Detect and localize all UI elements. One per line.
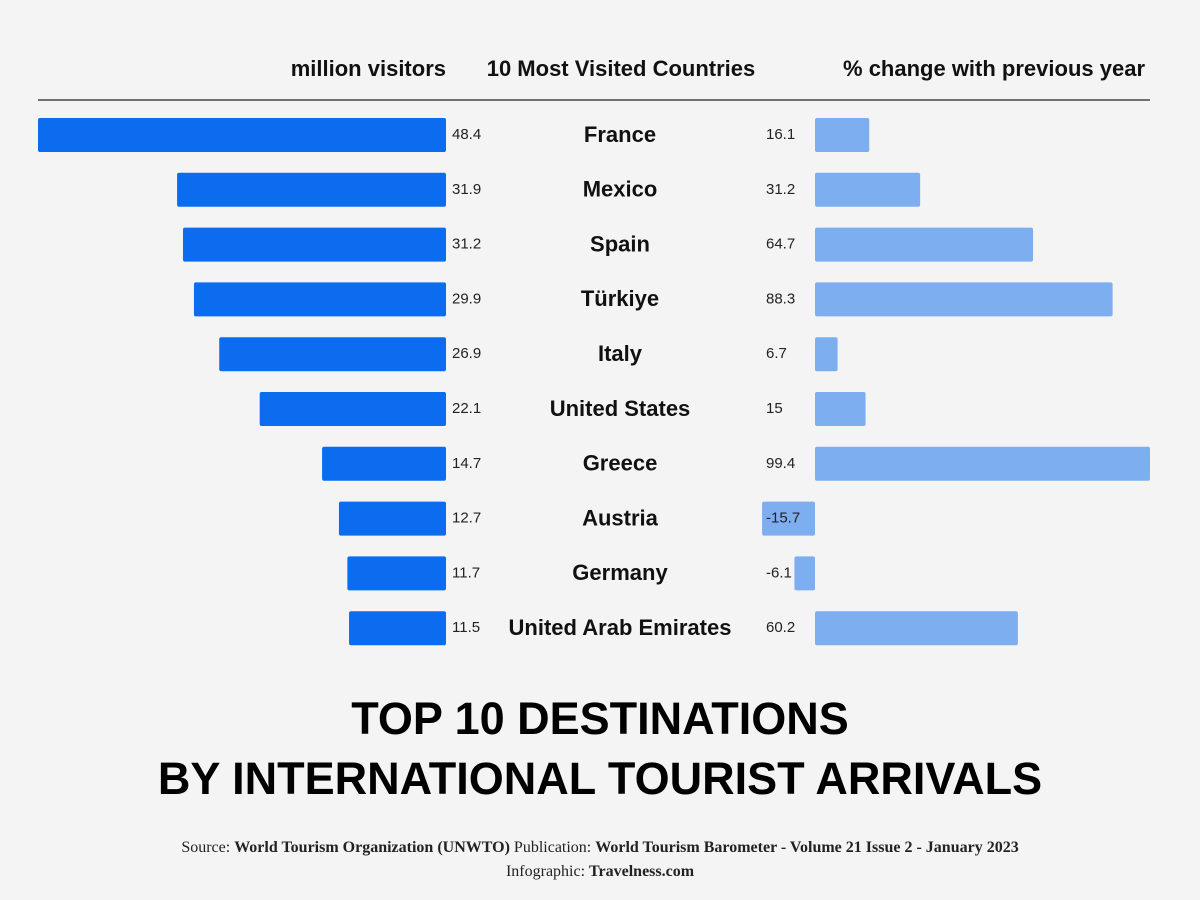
value-label: 16.1	[766, 126, 795, 143]
category-label: Türkiye	[581, 286, 659, 311]
bar	[349, 611, 446, 646]
bar	[815, 282, 1113, 317]
value-label: 31.2	[766, 181, 795, 198]
value-label: 11.7	[452, 564, 480, 581]
category-label: Austria	[582, 505, 659, 530]
publication-label: Publication:	[514, 839, 591, 856]
value-label: 11.5	[452, 619, 480, 636]
value-label: 31.9	[452, 181, 481, 198]
source-line: Source: World Tourism Organization (UNWT…	[181, 839, 1018, 856]
category-label: Mexico	[583, 177, 658, 202]
value-label: 99.4	[766, 455, 795, 472]
credit-line: Infographic: Travelness.com	[506, 863, 695, 880]
value-label: 64.7	[766, 236, 795, 253]
value-label: 31.2	[452, 236, 481, 253]
category-label: France	[584, 122, 656, 147]
bar	[815, 172, 921, 207]
category-label: Italy	[598, 341, 643, 366]
bar	[182, 227, 446, 262]
publication: World Tourism Barometer - Volume 21 Issu…	[595, 839, 1018, 856]
value-label: -15.7	[766, 510, 800, 527]
value-label: 15	[766, 400, 783, 417]
value-label: 29.9	[452, 290, 481, 307]
bar	[259, 392, 446, 426]
category-label: Germany	[572, 560, 668, 585]
title-line: TOP 10 DESTINATIONS	[351, 693, 849, 744]
value-label: 12.7	[452, 510, 481, 527]
bar	[815, 118, 870, 152]
category-label: Spain	[590, 231, 650, 256]
bar	[762, 501, 815, 536]
source-label: Source:	[181, 839, 230, 856]
bar	[177, 172, 446, 207]
bar	[815, 227, 1034, 262]
bar	[38, 118, 446, 152]
category-label: United States	[550, 396, 691, 421]
bar	[347, 556, 446, 591]
value-label: 6.7	[766, 345, 787, 362]
right-header: % change with previous year	[843, 56, 1145, 81]
left-header: million visitors	[291, 56, 446, 81]
value-label: 48.4	[452, 126, 481, 143]
value-label: 88.3	[766, 290, 795, 307]
bar	[322, 446, 446, 481]
value-label: 26.9	[452, 345, 481, 362]
bar	[815, 392, 866, 426]
infographic: Travelness.com	[589, 863, 695, 880]
infographic-label: Infographic:	[506, 863, 585, 880]
category-label: United Arab Emirates	[509, 615, 732, 640]
bar	[338, 501, 446, 536]
value-label: 22.1	[452, 400, 481, 417]
bar	[193, 282, 446, 317]
value-label: 14.7	[452, 455, 481, 472]
source: World Tourism Organization (UNWTO)	[234, 839, 510, 856]
bar	[219, 337, 446, 372]
value-label: 60.2	[766, 619, 795, 636]
bar	[815, 446, 1150, 481]
value-label: -6.1	[766, 564, 792, 581]
title-line: BY INTERNATIONAL TOURIST ARRIVALS	[158, 753, 1042, 804]
bar	[794, 556, 815, 591]
category-label: Greece	[583, 451, 658, 476]
bar	[815, 611, 1018, 646]
center-header: 10 Most Visited Countries	[487, 56, 756, 81]
bar	[815, 337, 838, 372]
